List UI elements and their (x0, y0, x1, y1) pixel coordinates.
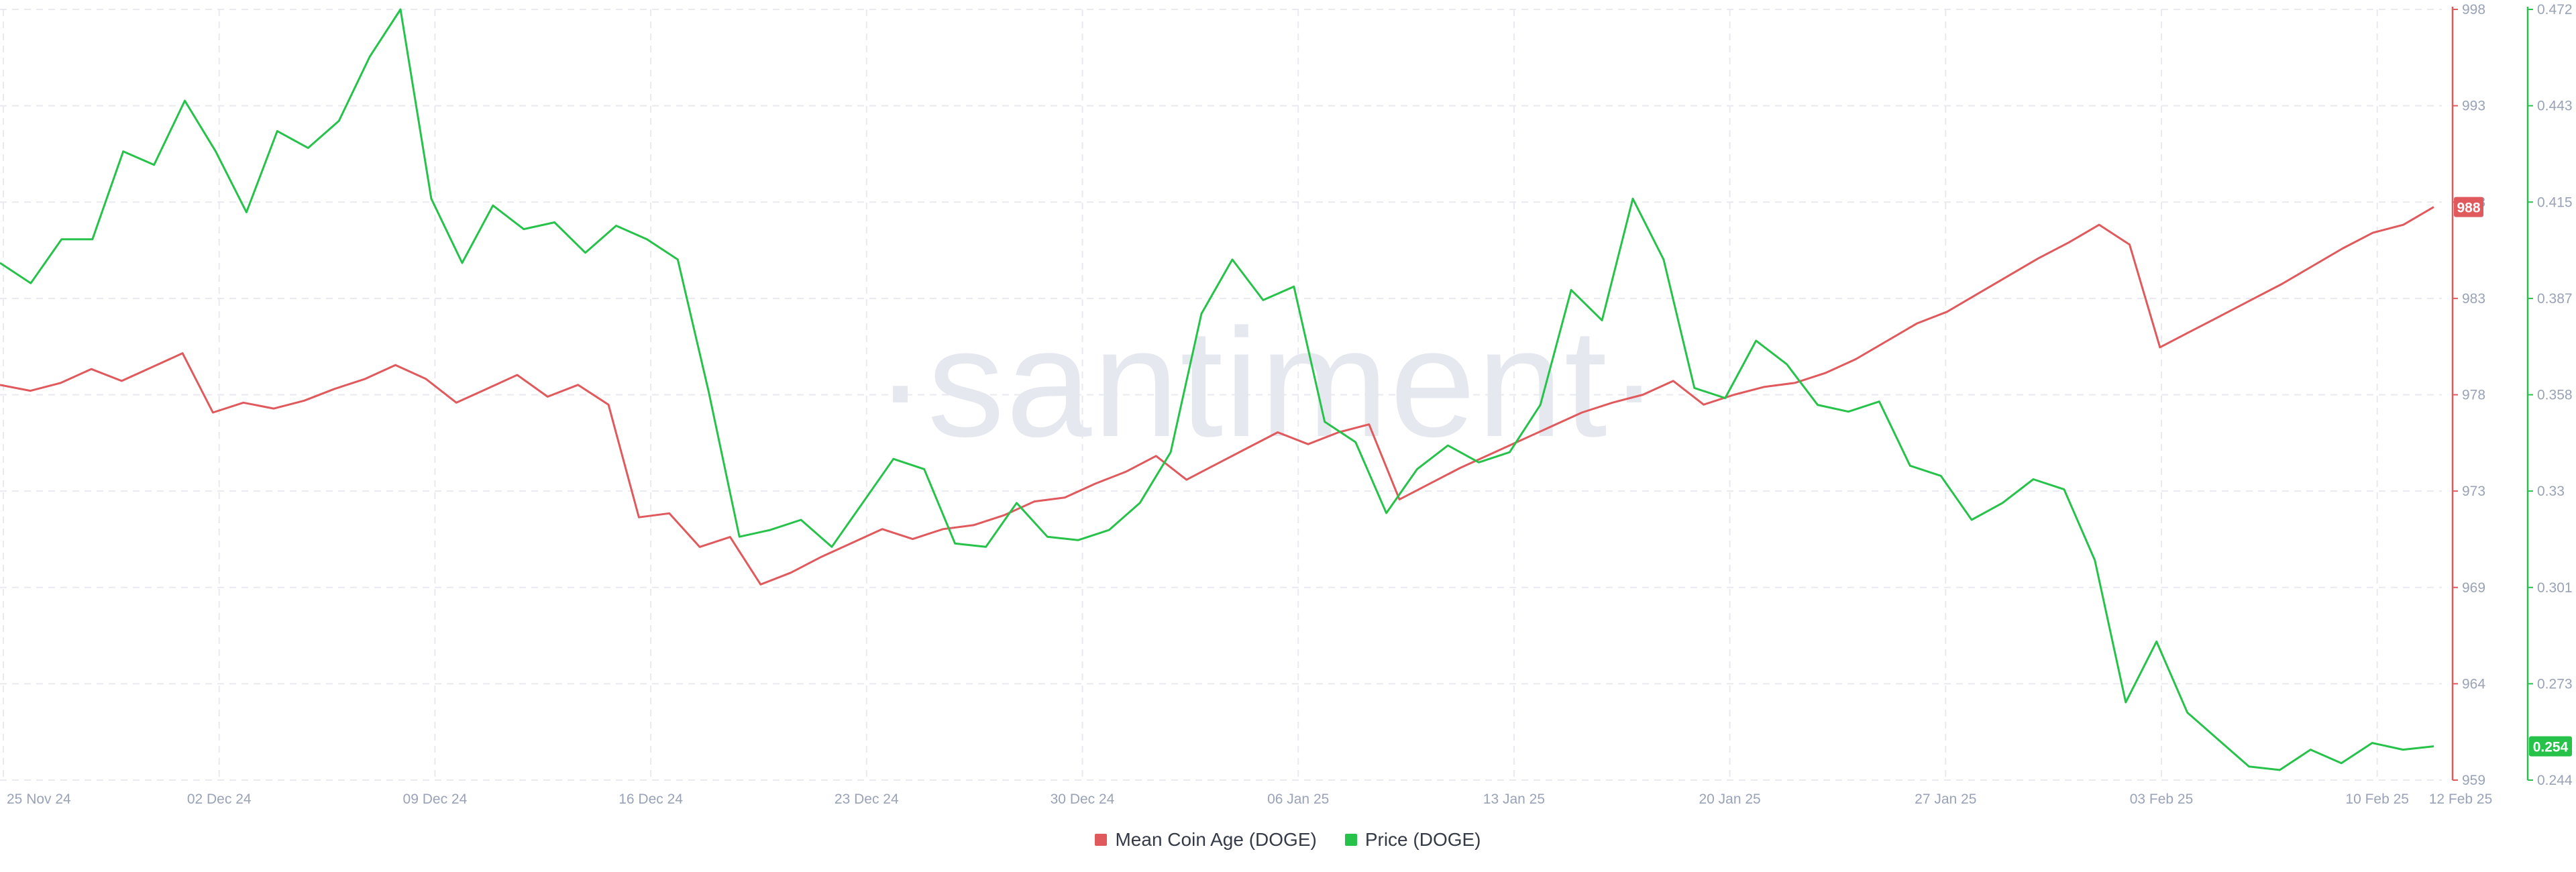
santiment-watermark: ·santiment· (875, 296, 1661, 469)
legend-swatch-mean-coin-age (1095, 834, 1108, 846)
legend-item-mean-coin-age[interactable]: Mean Coin Age (DOGE) (1095, 829, 1317, 851)
badge-mean-coin-age (2454, 197, 2483, 217)
y-tick-label: 0.301 (2537, 580, 2573, 596)
y-tick-label: 998 (2462, 2, 2485, 17)
x-tick-label: 06 Jan 25 (1267, 792, 1329, 807)
y-tick-label: 978 (2462, 388, 2485, 403)
current-value-badges: 988 0.254 (2454, 197, 2572, 757)
x-tick-label: 13 Jan 25 (1483, 792, 1545, 807)
legend: Mean Coin Age (DOGE) Price (DOGE) (0, 829, 2576, 851)
y-tick-label: 0.273 (2537, 676, 2573, 692)
y-tick-label: 0.33 (2537, 484, 2565, 499)
legend-item-price[interactable]: Price (DOGE) (1344, 829, 1481, 851)
badge-label-mean-coin-age: 988 (2457, 201, 2480, 216)
y-tick-label: 983 (2462, 291, 2485, 307)
x-tick-label: 23 Dec 24 (835, 792, 899, 807)
legend-swatch-price (1344, 834, 1357, 846)
badge-price (2529, 736, 2572, 757)
y-tick-label: 959 (2462, 773, 2485, 788)
x-tick-label: 16 Dec 24 (619, 792, 683, 807)
x-tick-label: 03 Feb 25 (2130, 792, 2194, 807)
x-tick-label: 25 Nov 24 (7, 792, 71, 807)
y-tick-label: 0.415 (2537, 195, 2573, 210)
x-tick-label: 20 Jan 25 (1699, 792, 1760, 807)
y-tick-label: 0.358 (2537, 388, 2573, 403)
legend-label-price: Price (DOGE) (1364, 829, 1481, 850)
y-tick-label: 973 (2462, 484, 2485, 499)
series-line-mean-coin-age (0, 206, 2434, 586)
x-tick-label: 27 Jan 25 (1915, 792, 1976, 807)
y-tick-label: 993 (2462, 99, 2485, 114)
series-lines (0, 8, 2434, 771)
axes: 25 Nov 24 02 Dec 24 09 Dec 24 16 Dec 24 23 D… (7, 2, 2573, 807)
y-tick-label: 0.472 (2537, 2, 2573, 17)
y-tick-label: 0.443 (2537, 99, 2573, 114)
x-tick-label: 10 Feb 25 (2345, 792, 2409, 807)
x-tick-label: 12 Feb 25 (2429, 792, 2493, 807)
badge-label-price: 0.254 (2533, 740, 2569, 755)
y-tick-label: 0.244 (2537, 773, 2573, 788)
series-line-price (0, 8, 2434, 771)
x-tick-label: 02 Dec 24 (187, 792, 252, 807)
grid (0, 9, 2442, 781)
y-tick-label: 969 (2462, 580, 2485, 596)
y-tick-label: 0.387 (2537, 291, 2573, 307)
x-tick-label: 30 Dec 24 (1051, 792, 1115, 807)
y-tick-label: 964 (2462, 676, 2485, 692)
legend-label-mean-coin-age: Mean Coin Age (DOGE) (1115, 829, 1317, 850)
x-tick-label: 09 Dec 24 (403, 792, 468, 807)
